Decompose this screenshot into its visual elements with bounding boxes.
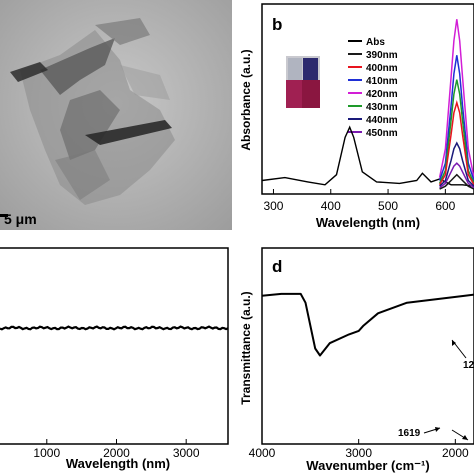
- x-tick-label: 4000: [249, 446, 276, 460]
- x-tick-label: 2000: [442, 446, 469, 460]
- x-tick-label: 600: [435, 199, 455, 213]
- panel-d-chart: d Transmittance (a.u.) Wavenumber (cm⁻¹)…: [239, 247, 474, 473]
- series-line-400nm: [438, 99, 474, 186]
- series-line-450nm: [439, 162, 474, 189]
- y-axis-label: Transmittance (a.u.): [239, 291, 253, 404]
- svg-text:1619: 1619: [398, 428, 421, 439]
- legend-label: 430nm: [366, 102, 398, 113]
- ftir-spectrum-line: [261, 292, 474, 357]
- legend-label: Abs: [366, 37, 385, 48]
- plot-frame: [0, 247, 229, 445]
- plot-frame: [261, 247, 474, 445]
- vial-inset-photo: [286, 56, 320, 108]
- panel-c-chart: 1000 2000 3000 Wavelength (nm): [0, 247, 229, 471]
- scale-bar: [0, 214, 8, 217]
- x-tick-label: 500: [378, 199, 398, 213]
- series-line-390nm: [439, 173, 474, 190]
- series-line-410nm: [438, 55, 474, 181]
- x-axis-label: Wavenumber (cm⁻¹): [306, 458, 429, 473]
- series-line: [0, 325, 229, 331]
- x-tick-label: 3000: [345, 446, 372, 460]
- legend-label: 450nm: [366, 128, 398, 139]
- x-tick-label: 1000: [33, 446, 60, 460]
- x-tick-label: 300: [263, 199, 283, 213]
- x-tick-label: 400: [321, 199, 341, 213]
- annotation-1619: 1619: [398, 427, 441, 439]
- legend-label: 440nm: [366, 115, 398, 126]
- panel-a-tem-image: 5 μm: [0, 0, 232, 230]
- series-line-440nm: [439, 141, 474, 187]
- graphene-flake: [10, 18, 175, 205]
- y-axis-label: Absorbance (a.u.): [239, 49, 253, 150]
- legend-label: 420nm: [366, 89, 398, 100]
- svg-text:12: 12: [463, 360, 474, 371]
- panel-letter: d: [272, 257, 282, 276]
- legend-label: 410nm: [366, 76, 398, 87]
- legend-label: 400nm: [366, 63, 398, 74]
- panel-b-chart: b Absorbance (a.u.) Wavelength (nm) 300 4…: [239, 3, 474, 230]
- legend-label: 390nm: [366, 50, 398, 61]
- series-line-420nm: [438, 19, 474, 178]
- scale-bar-label: 5 μm: [4, 211, 37, 227]
- x-tick-label: 2000: [103, 446, 130, 460]
- series-line-430nm: [438, 79, 474, 184]
- x-axis-label: Wavelength (nm): [66, 456, 170, 471]
- x-tick-label: 3000: [173, 446, 200, 460]
- annotation-arrow-bottom: [451, 429, 469, 441]
- annotation-12xx: 12: [451, 339, 474, 371]
- panel-letter: b: [272, 15, 282, 34]
- x-axis-label: Wavelength (nm): [316, 215, 420, 230]
